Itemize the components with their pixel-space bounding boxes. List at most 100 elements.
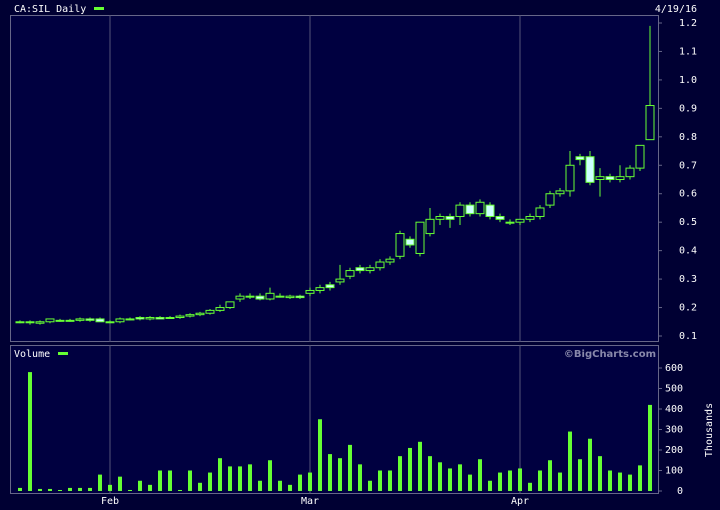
candle-body — [635, 144, 645, 169]
volume-bar — [638, 465, 642, 491]
candle-body — [485, 204, 495, 217]
volume-bar — [128, 489, 132, 491]
y-tick-label: 0.2 — [679, 303, 697, 314]
volume-bar — [158, 470, 162, 491]
candle-body — [115, 318, 125, 323]
volume-bar — [618, 472, 622, 491]
volume-bar — [478, 459, 482, 491]
candle-body — [275, 295, 285, 298]
candle-body — [245, 295, 255, 298]
y-tick-label: 0.6 — [679, 189, 697, 200]
volume-bar — [308, 472, 312, 491]
y-tick-label: 200 — [665, 445, 683, 456]
candle-body — [155, 317, 165, 320]
volume-bar — [138, 480, 142, 491]
candle-body — [555, 190, 565, 195]
volume-bar — [578, 459, 582, 491]
volume-bar — [48, 488, 52, 491]
volume-bar — [588, 438, 592, 491]
candle-body — [615, 176, 625, 180]
x-tick-label: Apr — [511, 496, 529, 507]
volume-bar — [118, 476, 122, 491]
volume-bar — [78, 487, 82, 491]
candle-body — [545, 193, 555, 206]
volume-bar — [498, 472, 502, 491]
volume-bar — [338, 458, 342, 491]
volume-bar — [558, 472, 562, 491]
candle-body — [45, 318, 55, 323]
y-tick-label: 600 — [665, 363, 683, 374]
y-tick-label: 0 — [677, 486, 683, 497]
candle-body — [585, 156, 595, 183]
candle-body — [495, 215, 505, 220]
candle-body — [55, 319, 65, 322]
volume-bar — [328, 454, 332, 491]
volume-bar — [228, 466, 232, 491]
volume-bar — [408, 447, 412, 491]
candle-body — [515, 218, 525, 223]
volume-bar — [318, 419, 322, 491]
candle-body — [565, 164, 575, 192]
volume-bar — [268, 460, 272, 491]
volume-bar — [18, 487, 22, 491]
volume-bar — [108, 484, 112, 491]
volume-bar — [238, 466, 242, 491]
y-tick-label: 500 — [665, 384, 683, 395]
candle-body — [215, 307, 225, 311]
candle-body — [325, 284, 335, 289]
candle-body — [145, 317, 155, 320]
volume-bar — [168, 470, 172, 491]
y-tick-label: 100 — [665, 466, 683, 477]
y-tick-label: 300 — [665, 425, 683, 436]
y-tick-label: 1.1 — [679, 46, 697, 57]
candle-body — [475, 201, 485, 215]
y-tick-label: 0.9 — [679, 103, 697, 114]
volume-bar — [488, 480, 492, 491]
volume-bar — [508, 470, 512, 491]
volume-bar — [288, 484, 292, 491]
candle-body — [125, 318, 135, 321]
volume-bar — [648, 404, 652, 491]
candle-body — [295, 295, 305, 299]
x-tick-label: Mar — [301, 496, 319, 507]
volume-bar — [518, 468, 522, 491]
volume-bar — [448, 468, 452, 491]
legend-swatch — [58, 352, 68, 355]
y-axis-label: Thousands — [704, 403, 715, 457]
volume-bar — [208, 472, 212, 491]
candle-body — [425, 218, 435, 235]
y-tick-label: 0.3 — [679, 274, 697, 285]
volume-bar — [178, 489, 182, 491]
y-tick-label: 0.8 — [679, 132, 697, 143]
volume-bar — [198, 482, 202, 491]
candle-body — [395, 233, 405, 257]
candle-body — [445, 215, 455, 220]
volume-bar — [438, 462, 442, 491]
candle-body — [575, 156, 585, 161]
volume-bar — [608, 470, 612, 491]
volume-bar — [348, 444, 352, 491]
candle-body — [105, 321, 115, 324]
credit: ©BigCharts.com — [564, 349, 656, 360]
candle-body — [205, 309, 215, 314]
y-tick-label: 1.0 — [679, 75, 697, 86]
candle-body — [525, 215, 535, 220]
volume-bar — [218, 458, 222, 491]
candle-body — [265, 292, 275, 300]
volume-bar — [28, 372, 32, 491]
candle-body — [535, 207, 545, 217]
volume-title: Volume — [14, 349, 50, 360]
y-tick-label: 400 — [665, 404, 683, 415]
volume-bar — [248, 464, 252, 491]
candle-body — [165, 317, 175, 320]
candle-body — [505, 221, 515, 224]
volume-bar — [388, 470, 392, 491]
candle-body — [135, 317, 145, 320]
candle-body — [95, 318, 105, 323]
candle-body — [65, 319, 75, 322]
volume-bar — [188, 470, 192, 491]
volume-bar — [378, 470, 382, 491]
candle-body — [375, 261, 385, 269]
volume-bar — [398, 456, 402, 491]
